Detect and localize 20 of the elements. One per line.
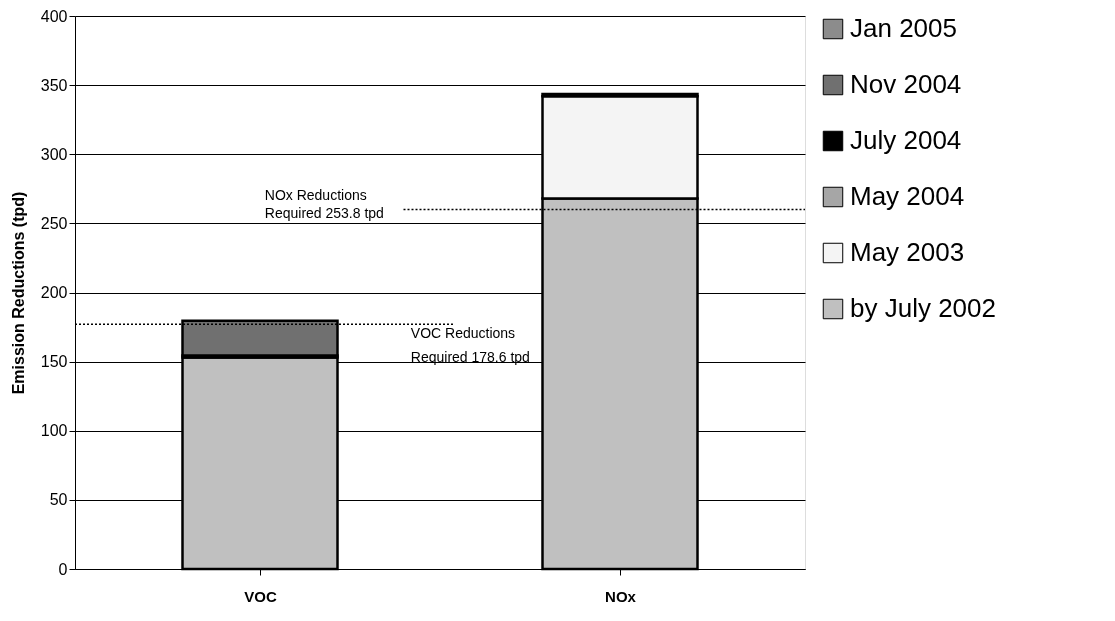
y-tick-label: 400	[40, 7, 68, 25]
y-tick-label: 250	[40, 214, 68, 232]
legend-label: Jan 2005	[850, 13, 957, 43]
y-tick-label: 150	[40, 353, 68, 371]
legend-label: May 2003	[850, 237, 965, 267]
y-tick-label: 0	[58, 560, 68, 578]
ref-line-label: VOC Reductions Required 178.6 tpd	[410, 325, 530, 366]
y-tick-label: 200	[40, 284, 68, 301]
y-tick-label: 300	[40, 145, 68, 163]
x-tick-label: VOC	[244, 587, 277, 605]
y-tick-label: 50	[49, 491, 68, 509]
legend-label: May 2004	[850, 181, 965, 211]
legend-label: by July 2002	[850, 293, 996, 323]
x-tick-label: NOx	[605, 587, 637, 605]
legend-label: July 2004	[850, 125, 962, 155]
ref-line-label: NOx Reductions Required 253.8 tpd	[264, 186, 384, 221]
y-axis-title: Emission Reductions (tpd)	[9, 191, 27, 395]
legend-label: Nov 2004	[850, 69, 962, 99]
y-tick-label: 350	[40, 76, 68, 94]
y-tick-label: 100	[40, 422, 68, 440]
